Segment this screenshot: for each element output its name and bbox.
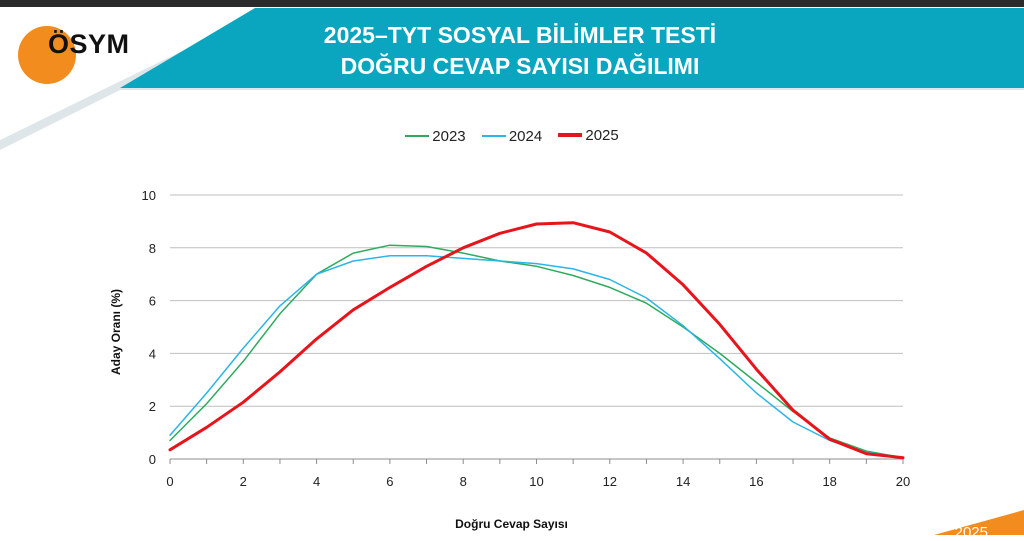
x-tick-label-8: 8: [460, 474, 467, 489]
logo-circle: [18, 26, 76, 84]
header-banner: [0, 8, 1024, 150]
x-tick-label-20: 20: [896, 474, 910, 489]
page-title: 2025–TYT SOSYAL BİLİMLER TESTİ DOĞRU CEV…: [240, 20, 800, 82]
logo-text: ÖSYM: [48, 29, 130, 59]
legend-item-2024: 2024: [481, 127, 543, 145]
corner-year: 2025: [954, 524, 988, 541]
y-tick-label-4: 4: [149, 346, 156, 361]
chart-legend: 2023 2024 2025: [0, 124, 1024, 145]
corner-badge: [934, 510, 1024, 535]
title-line-2: DOĞRU CEVAP SAYISI DAĞILIMI: [340, 53, 700, 79]
y-tick-label-6: 6: [149, 294, 156, 309]
y-tick-label-2: 2: [149, 399, 156, 414]
x-tick-label-18: 18: [822, 474, 836, 489]
series-line-2025: [168, 221, 905, 460]
legend-item-2023: 2023: [405, 127, 466, 145]
y-axis-title: Aday Oranı (%): [109, 289, 123, 375]
x-tick-label-12: 12: [603, 474, 617, 489]
series-line-2024: [169, 254, 904, 459]
legend-swatch-2025: [558, 133, 583, 137]
x-tick-label-4: 4: [313, 474, 320, 489]
x-tick-label-10: 10: [529, 474, 543, 489]
y-tick-label-0: 0: [149, 452, 156, 467]
legend-swatch-2024: [481, 135, 506, 137]
title-line-1: 2025–TYT SOSYAL BİLİMLER TESTİ: [323, 22, 717, 48]
legend-label-2023: 2023: [432, 127, 466, 145]
x-tick-label-2: 2: [240, 474, 247, 489]
x-axis-title: Doğru Cevap Sayısı: [455, 517, 568, 531]
series-line-2023: [169, 244, 904, 459]
top-bar: [0, 0, 1024, 7]
y-tick-label-8: 8: [149, 241, 156, 256]
x-tick-label-14: 14: [676, 474, 690, 489]
legend-swatch-2023: [405, 135, 430, 137]
x-tick-label-0: 0: [166, 474, 173, 489]
legend-label-2025: 2025: [585, 126, 619, 144]
legend-label-2024: 2024: [508, 127, 543, 145]
osym-logo: ÖSYM: [18, 26, 148, 86]
legend-item-2025: 2025: [558, 126, 619, 144]
y-tick-label-10: 10: [142, 188, 156, 203]
x-tick-label-6: 6: [386, 474, 393, 489]
x-tick-label-16: 16: [749, 474, 763, 489]
